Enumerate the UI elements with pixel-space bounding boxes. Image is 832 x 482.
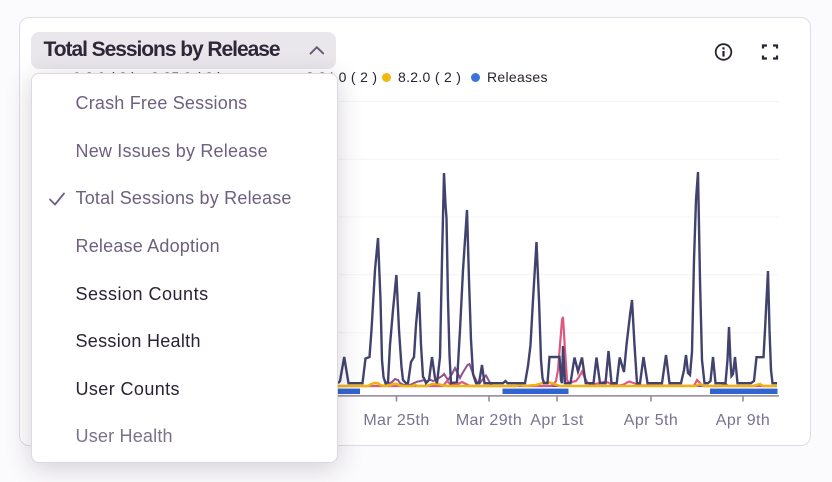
svg-text:Apr 1st: Apr 1st — [530, 412, 584, 429]
svg-text:Apr 9th: Apr 9th — [716, 412, 770, 429]
svg-text:Mar 25th: Mar 25th — [363, 412, 429, 429]
svg-text:Apr 5th: Apr 5th — [624, 412, 678, 429]
svg-text:Mar 29th: Mar 29th — [456, 412, 522, 429]
